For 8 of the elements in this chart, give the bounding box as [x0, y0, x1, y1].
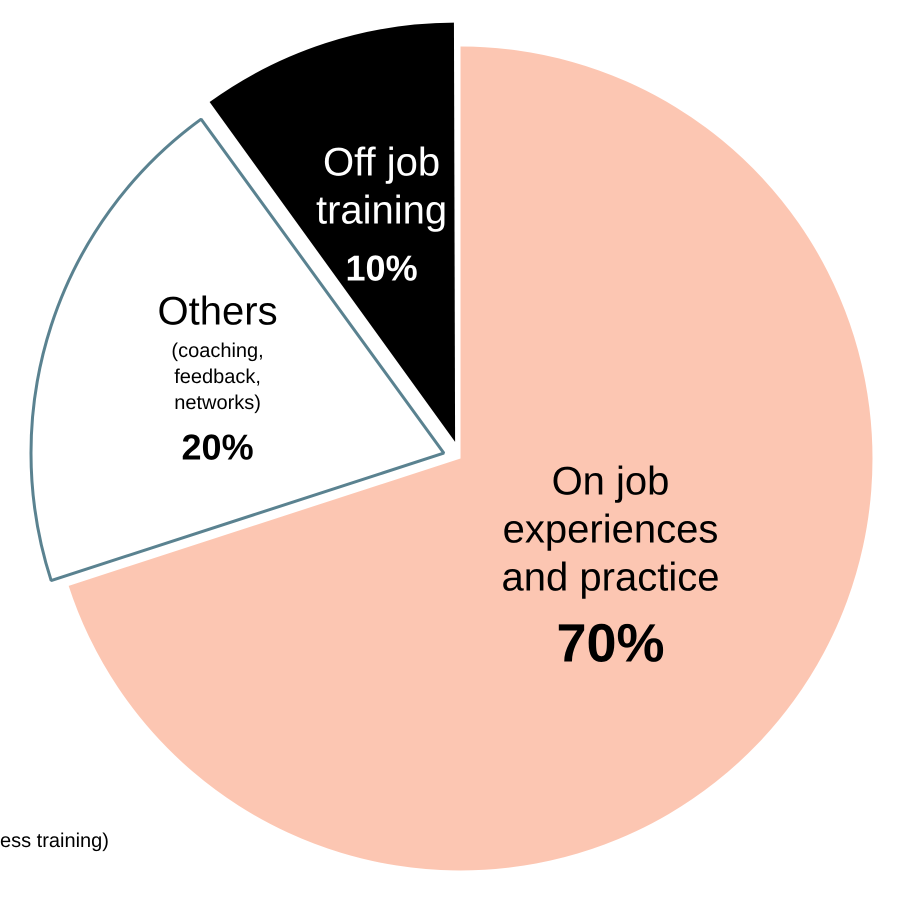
data-label: 10% — [346, 247, 418, 288]
text: (coaching, feedback, networks) — [171, 340, 264, 414]
slice-label: Off job training — [316, 140, 448, 233]
data-label: 20% — [182, 426, 254, 468]
text: ess training) — [0, 830, 109, 853]
slice-label: Others — [158, 290, 278, 334]
data-label: 70% — [556, 613, 665, 674]
slice-label: On job experiences and practice — [502, 460, 720, 600]
